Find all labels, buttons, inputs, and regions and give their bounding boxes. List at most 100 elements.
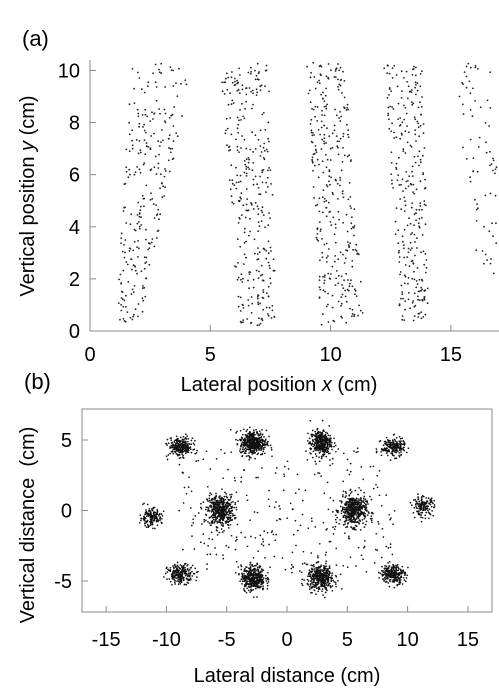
panel-b-point [253,439,256,442]
panel-b-point [316,428,319,431]
panel-b-point [398,451,401,454]
panel-b-point [244,577,247,580]
panel-a-point [236,238,239,241]
panel-a-point [345,213,348,216]
panel-b-point [176,437,179,440]
panel-b-point [327,583,330,585]
panel-b-point [177,574,180,577]
panel-a-point [403,282,406,285]
panel-b-point [205,513,207,516]
panel-a-point [328,175,331,178]
panel-b-point [313,577,315,580]
panel-a-point [320,126,323,129]
panel-a-point [120,297,123,299]
panel-a-point [401,315,404,317]
panel-a-point [414,129,416,132]
panel-b-point [363,495,366,498]
panel-a-point [484,122,487,124]
panel-b-point [314,430,317,433]
panel-a-point [415,286,418,289]
panel-b-point [314,581,317,584]
panel-a-point [335,67,338,70]
panel-a-point [335,114,338,117]
panel-b-point [325,588,327,591]
panel-b-point [319,439,322,441]
panel-b-point [191,437,194,440]
panel-b-point [189,507,192,509]
panel-a-point [243,138,246,141]
panel-a-point [269,267,271,270]
panel-a-point [341,317,343,319]
panel-b-point [325,572,328,575]
panel-b-point [398,446,400,449]
panel-a-point [237,88,240,91]
panel-b-point [175,435,178,438]
panel-a-point [351,285,354,288]
panel-b-point [235,438,237,441]
panel-b-point [229,523,232,526]
panel-b-point [325,455,328,458]
panel-a-point [128,168,131,171]
panel-b-point [310,580,312,583]
panel-a-point [351,308,354,311]
panel-b-point [342,524,345,526]
panel-b-point [321,584,324,587]
panel-a-point [417,126,420,129]
panel-b-point [339,573,342,576]
panel-b-point [317,432,320,435]
panel-b-point [242,439,245,441]
panel-b-point [179,440,182,443]
panel-a-point [259,129,262,132]
panel-b-point [333,437,335,440]
panel-b-point [317,436,319,438]
panel-b-point [420,514,422,516]
panel-b-point [161,514,164,517]
panel-b-point [321,576,324,578]
panel-a-point [171,113,174,116]
panel-a-point [402,240,404,243]
panel-b-point [170,439,173,442]
panel-a-point [340,296,343,298]
panel-a-point [311,161,314,164]
panel-a-point [344,289,346,292]
panel-a-point [130,258,133,261]
panel-a-point [386,97,389,99]
panel-a-point [492,157,494,160]
panel-b-point [323,584,326,586]
panel-a-point [421,288,423,291]
panel-a-point [154,81,157,84]
panel-b-point [210,511,213,513]
panel-b-point [312,583,314,586]
panel-a-point [237,123,240,126]
panel-a-point [246,198,249,201]
panel-a-point [237,262,239,264]
panel-a-point [406,97,409,100]
panel-b-point [311,586,313,588]
panel-b-point [266,578,269,581]
panel-a-point [413,116,416,119]
panel-b-point [233,506,236,509]
panel-b-point [309,447,311,450]
panel-b-point [249,438,252,440]
panel-a-point [416,267,419,269]
panel-b-point [335,521,338,524]
panel-b-point [359,499,362,502]
panel-b-point [229,514,232,517]
panel-b-point [344,503,346,506]
panel-b-point [248,458,251,461]
panel-a-point [420,216,423,219]
panel-b-point [265,429,268,432]
panel-b-point [419,503,421,506]
panel-a-point [411,165,414,168]
panel-a-x-tick-label: 10 [319,344,341,366]
panel-a-point [342,147,344,149]
panel-a-point [247,299,250,301]
panel-a-point [472,87,474,90]
panel-a-point [151,238,154,240]
panel-a-x-tick-label: 5 [205,344,216,366]
panel-a-point [239,109,241,111]
panel-a-point [489,71,492,74]
panel-a-point [123,256,126,259]
panel-a-point [418,150,421,153]
panel-a-point [462,83,464,85]
